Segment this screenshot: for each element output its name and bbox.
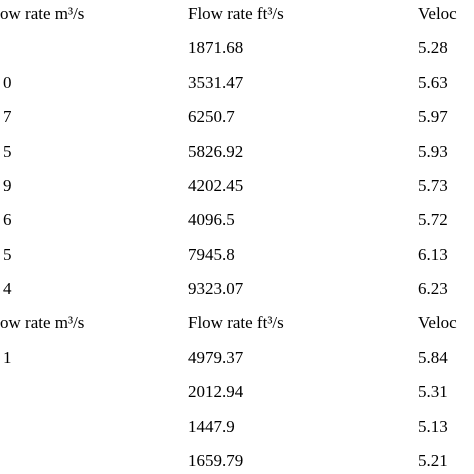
- cell-velocity: 5.93: [418, 141, 448, 161]
- cell-velocity: 5.28: [418, 38, 448, 58]
- cell-flow-rate-m3s: 5: [3, 141, 12, 161]
- cell-velocity: 6.23: [418, 279, 448, 299]
- cell-flow-rate-m3s: 6: [3, 210, 12, 230]
- cell-flow-rate-m3s: 9: [3, 175, 12, 195]
- header-flow-rate-m3s: ow rate m³/s: [0, 4, 85, 23]
- header-flow-rate-ft3s: Flow rate ft³/s: [188, 4, 284, 23]
- cell-velocity: 5.72: [418, 210, 448, 230]
- cell-flow-rate-ft3s: 7945.8: [188, 244, 235, 264]
- cell-velocity: 5.73: [418, 175, 448, 195]
- cell-flow-rate-m3s: 5: [3, 244, 12, 264]
- cell-flow-rate-ft3s: 9323.07: [188, 279, 244, 299]
- cell-flow-rate-ft3s: 4096.5: [188, 210, 235, 230]
- cell-velocity: 5.31: [418, 382, 448, 402]
- cell-velocity: 5.84: [418, 347, 448, 367]
- cell-velocity: 5.13: [418, 416, 448, 436]
- cell-flow-rate-ft3s: 4202.45: [188, 175, 244, 195]
- cell-flow-rate-m3s: 1: [3, 347, 12, 367]
- cell-flow-rate-ft3s: 6250.7: [188, 107, 235, 127]
- cell-flow-rate-m3s: 4: [3, 279, 12, 299]
- cell-flow-rate-ft3s: 5826.92: [188, 141, 244, 161]
- cell-flow-rate-ft3s: 2012.94: [188, 382, 244, 402]
- header-velocity: Veloc: [418, 4, 457, 23]
- cell-velocity: 5.21: [418, 450, 448, 470]
- header-flow-rate-ft3s: Flow rate ft³/s: [188, 313, 284, 333]
- cell-velocity: 5.97: [418, 107, 448, 127]
- cell-flow-rate-m3s: 0: [3, 72, 12, 92]
- cell-flow-rate-ft3s: 4979.37: [188, 347, 244, 367]
- header-velocity: Veloc: [418, 313, 457, 333]
- cell-flow-rate-m3s: 7: [3, 107, 12, 127]
- cell-flow-rate-ft3s: 1659.79: [188, 450, 244, 470]
- cell-velocity: 5.63: [418, 72, 448, 92]
- cell-flow-rate-ft3s: 1871.68: [188, 38, 244, 58]
- cell-flow-rate-ft3s: 3531.47: [188, 72, 244, 92]
- header-flow-rate-m3s: ow rate m³/s: [0, 313, 85, 333]
- cell-velocity: 6.13: [418, 244, 448, 264]
- cell-flow-rate-ft3s: 1447.9: [188, 416, 235, 436]
